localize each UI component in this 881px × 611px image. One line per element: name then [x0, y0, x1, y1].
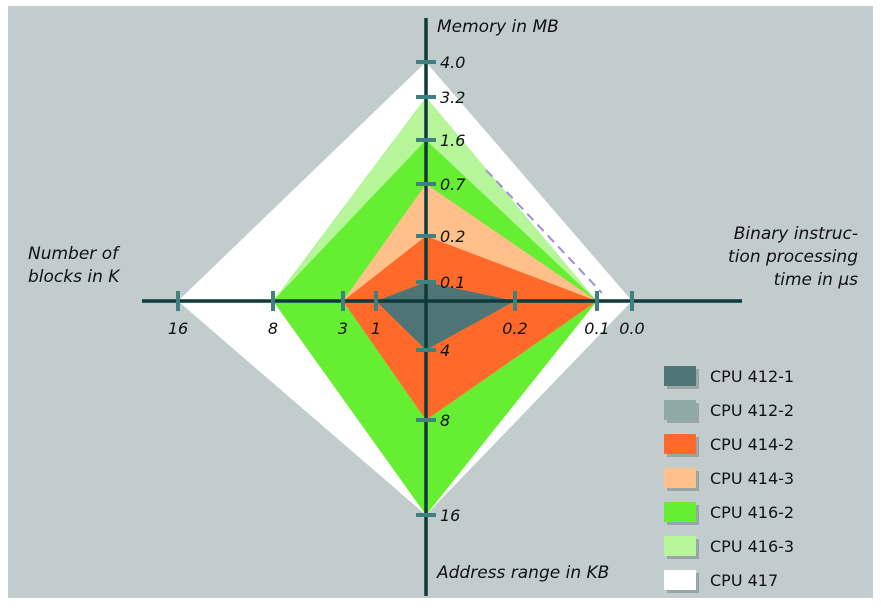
legend-swatch-cpu-414-2	[664, 434, 696, 454]
axis-title-binary-line-0: Binary instruc-	[734, 224, 858, 244]
tick-label-address-2: 16	[440, 506, 460, 525]
legend-swatch-cpu-417	[664, 570, 696, 590]
tick-label-blocks-3: 16	[168, 319, 188, 338]
legend-swatch-cpu-412-2	[664, 400, 696, 420]
tick-label-address-1: 8	[440, 411, 450, 430]
axis-title-blocks-line-1: blocks in K	[28, 267, 121, 287]
axis-title-blocks-line-0: Number of	[28, 244, 121, 264]
legend-label-cpu-416-3: CPU 416-3	[710, 537, 794, 556]
legend-label-cpu-416-2: CPU 416-2	[710, 503, 794, 522]
axis-title-address-line-0: Address range in KB	[436, 563, 609, 583]
tick-label-memory-5: 4.0	[440, 53, 465, 72]
tick-label-blocks-0: 1	[371, 319, 381, 338]
tick-label-blocks-2: 8	[268, 319, 278, 338]
tick-label-blocks-1: 3	[338, 319, 348, 338]
legend-swatch-cpu-416-2	[664, 502, 696, 522]
axis-title-binary-line-2: time in μs	[774, 270, 859, 290]
dashed-reference-line	[485, 169, 603, 294]
legend-swatch-cpu-412-1	[664, 366, 696, 386]
legend-label-cpu-417: CPU 417	[710, 571, 778, 590]
legend-label-cpu-414-2: CPU 414-2	[710, 435, 794, 454]
legend-label-cpu-412-2: CPU 412-2	[710, 401, 794, 420]
series-polygon-cpu-414-2	[343, 236, 597, 420]
tick-label-memory-0: 0.1	[440, 273, 465, 292]
tick-label-memory-3: 1.6	[440, 131, 465, 150]
axis-title-binary-line-1: tion processing	[728, 247, 858, 267]
tick-label-binary-2: 0.0	[619, 319, 644, 338]
tick-label-address-0: 4	[440, 341, 450, 360]
tick-label-binary-1: 0.1	[584, 319, 609, 338]
tick-label-memory-2: 0.7	[440, 175, 466, 194]
tick-label-memory-4: 3.2	[440, 88, 465, 107]
legend-swatch-cpu-416-3	[664, 536, 696, 556]
axis-title-memory-line-0: Memory in MB	[437, 17, 559, 37]
legend-swatch-cpu-414-3	[664, 468, 696, 488]
legend-label-cpu-412-1: CPU 412-1	[710, 367, 794, 386]
series-polygon-cpu-412-1	[376, 282, 515, 350]
tick-label-binary-0: 0.2	[502, 319, 527, 338]
tick-label-memory-1: 0.2	[440, 227, 465, 246]
legend-label-cpu-414-3: CPU 414-3	[710, 469, 794, 488]
